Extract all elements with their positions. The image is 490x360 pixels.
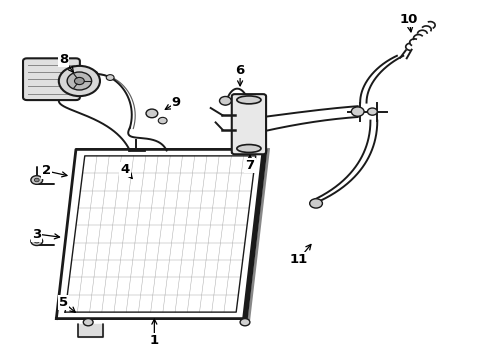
Ellipse shape (237, 144, 261, 153)
Text: 10: 10 (400, 13, 418, 26)
Circle shape (146, 109, 158, 118)
Text: 3: 3 (32, 228, 41, 240)
Circle shape (83, 319, 93, 326)
Circle shape (59, 66, 100, 96)
Circle shape (106, 75, 114, 80)
Text: 9: 9 (172, 96, 181, 109)
Text: 2: 2 (42, 165, 51, 177)
Text: 5: 5 (59, 296, 68, 309)
Circle shape (310, 199, 322, 208)
Text: 4: 4 (121, 163, 129, 176)
FancyBboxPatch shape (232, 94, 266, 154)
Circle shape (90, 71, 98, 77)
Circle shape (158, 117, 167, 124)
Circle shape (31, 176, 43, 184)
Text: 1: 1 (150, 334, 159, 347)
Circle shape (240, 319, 250, 326)
Ellipse shape (237, 96, 261, 104)
Circle shape (368, 108, 377, 115)
Circle shape (34, 239, 39, 243)
Text: 11: 11 (290, 253, 308, 266)
Polygon shape (78, 324, 103, 337)
Text: 6: 6 (236, 64, 245, 77)
Circle shape (34, 178, 39, 182)
Circle shape (74, 77, 84, 85)
Circle shape (351, 107, 364, 116)
Circle shape (220, 96, 231, 105)
Circle shape (67, 72, 92, 90)
FancyBboxPatch shape (23, 58, 80, 100)
Text: 8: 8 (59, 53, 68, 66)
Text: 7: 7 (245, 159, 254, 172)
Circle shape (31, 237, 43, 246)
